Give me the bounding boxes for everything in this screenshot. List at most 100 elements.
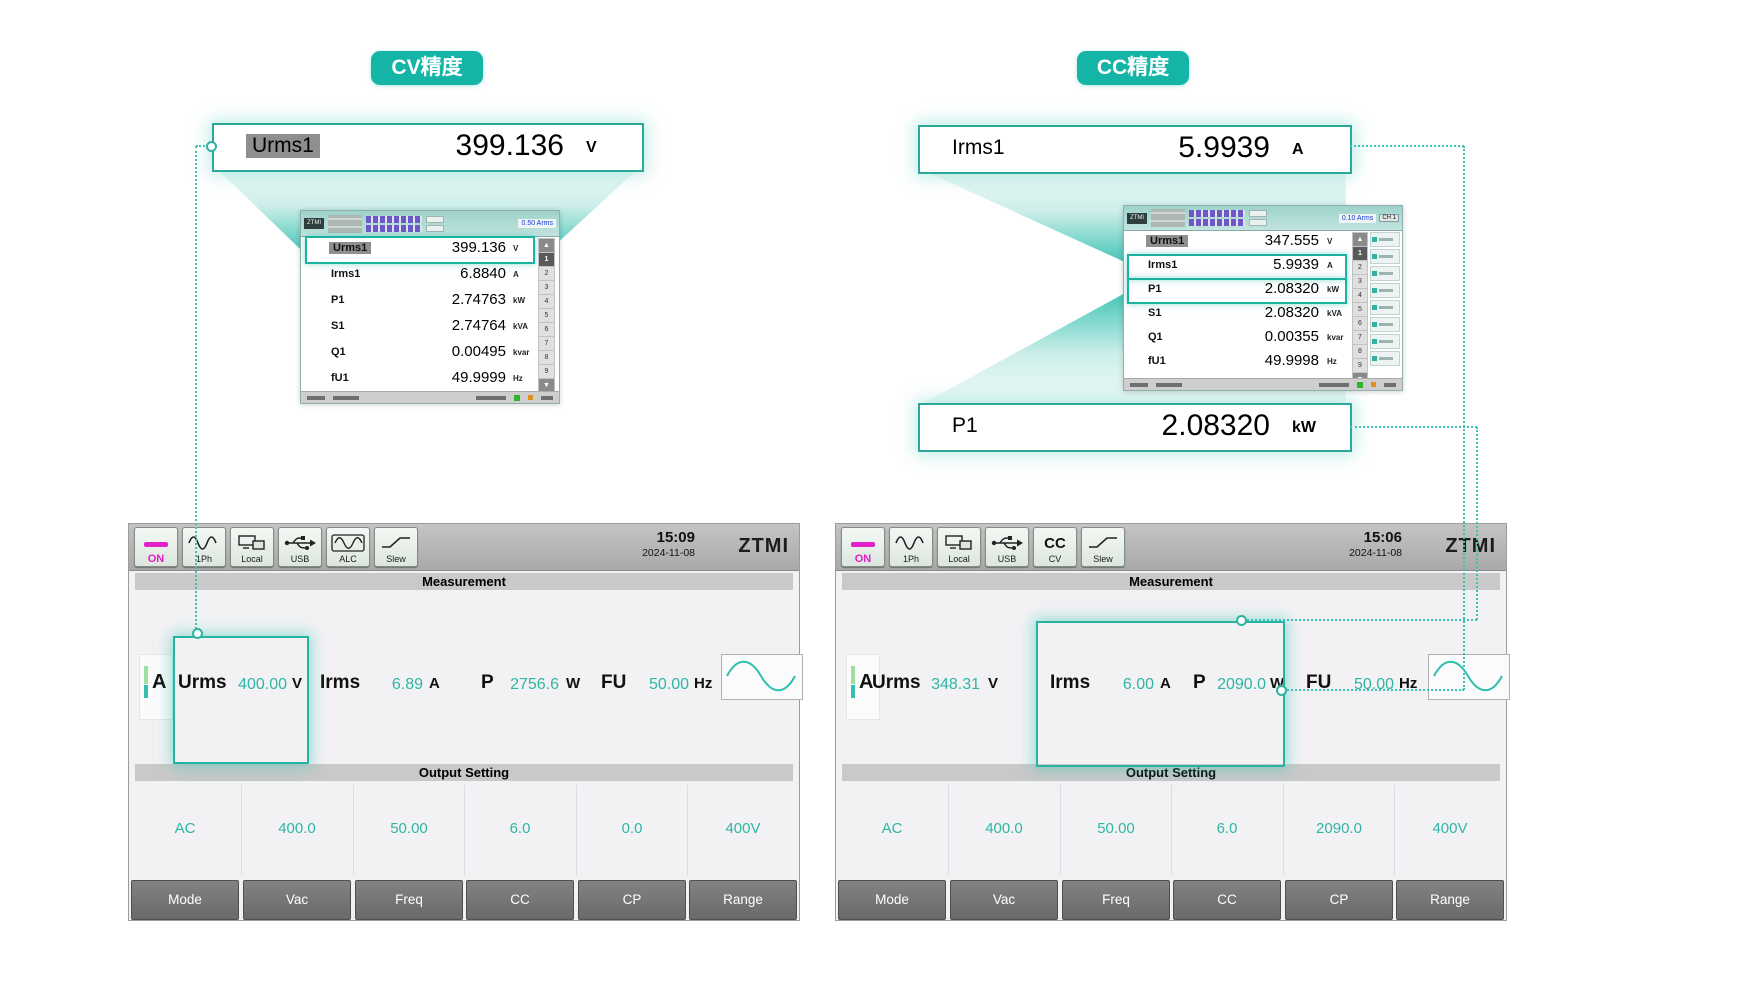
mini-row-unit: V bbox=[513, 244, 519, 253]
phase-label: A bbox=[859, 671, 874, 693]
meas-value: 2756.6 bbox=[510, 676, 559, 693]
output-range-value[interactable]: 400V bbox=[1432, 820, 1468, 837]
highlight-row-outline bbox=[1127, 278, 1347, 304]
page-cell[interactable]: 9 bbox=[538, 365, 555, 379]
page-cell[interactable]: 8 bbox=[538, 351, 555, 365]
scroll-up-cell[interactable]: ▲ bbox=[538, 238, 555, 253]
page-cell[interactable]: 1 bbox=[538, 253, 555, 267]
slew-button[interactable]: Slew bbox=[1081, 527, 1125, 567]
page-cell[interactable]: 3 bbox=[538, 281, 555, 295]
brand-chip: ZTMI bbox=[304, 218, 324, 229]
meas-unit: W bbox=[566, 675, 581, 692]
meas-value: 6.00 bbox=[1122, 676, 1154, 693]
sine-wave-icon bbox=[726, 660, 796, 692]
cc-cv-button[interactable]: CC CV bbox=[1033, 527, 1077, 567]
button-label: Local bbox=[948, 554, 970, 564]
connector-line bbox=[1350, 426, 1477, 428]
output-cp-value[interactable]: 2090.0 bbox=[1316, 820, 1362, 837]
softkey-vac[interactable]: Vac bbox=[243, 880, 351, 920]
output-mode-value[interactable]: AC bbox=[174, 820, 196, 837]
mini-row-unit: kW bbox=[1327, 285, 1339, 294]
mini-row-unit: kW bbox=[513, 296, 525, 305]
phase-indicator-bar bbox=[144, 666, 148, 684]
softkey-cp[interactable]: CP bbox=[1285, 880, 1393, 920]
mini-row-unit: kVA bbox=[1327, 309, 1342, 318]
connector-line bbox=[196, 145, 212, 147]
phase-1ph-button[interactable]: 1Ph bbox=[182, 527, 226, 567]
output-cp-value[interactable]: 0.0 bbox=[621, 820, 643, 837]
button-label: Local bbox=[241, 554, 263, 564]
button-label: 1Ph bbox=[902, 554, 919, 564]
output-cc-value[interactable]: 6.0 bbox=[1216, 820, 1238, 837]
page-cell[interactable]: 5 bbox=[538, 309, 555, 323]
mini-row-label: Irms1 bbox=[1148, 259, 1178, 271]
output-freq-value[interactable]: 50.00 bbox=[1097, 820, 1135, 837]
connector-node bbox=[1236, 615, 1247, 626]
slew-button[interactable]: Slew bbox=[374, 527, 418, 567]
page-cell[interactable]: 7 bbox=[538, 337, 555, 351]
callout-unit: V bbox=[586, 139, 597, 156]
page-cell[interactable]: 5 bbox=[1352, 303, 1368, 317]
header-tab bbox=[328, 214, 362, 233]
softkey-mode[interactable]: Mode bbox=[131, 880, 239, 920]
usb-button[interactable]: USB bbox=[985, 527, 1029, 567]
softkey-cc[interactable]: CC bbox=[1173, 880, 1281, 920]
output-range-value[interactable]: 400V bbox=[725, 820, 761, 837]
meas-unit: A bbox=[1160, 675, 1171, 692]
page-cell[interactable]: 2 bbox=[1352, 261, 1368, 275]
local-button[interactable]: Local bbox=[230, 527, 274, 567]
page-cell[interactable]: 1 bbox=[1352, 247, 1368, 261]
phase-1ph-button[interactable]: 1Ph bbox=[889, 527, 933, 567]
meas-value: 348.31 bbox=[931, 676, 980, 693]
softkey-range[interactable]: Range bbox=[1396, 880, 1504, 920]
output-on-button[interactable]: ON bbox=[134, 527, 178, 567]
scroll-up-cell[interactable]: ▲ bbox=[1352, 232, 1368, 247]
page-cell[interactable]: 3 bbox=[1352, 275, 1368, 289]
on-icon bbox=[144, 542, 168, 547]
output-vac-value[interactable]: 400.0 bbox=[985, 820, 1023, 837]
mini-row-value: 6.8840 bbox=[460, 265, 506, 282]
alc-button[interactable]: ALC bbox=[326, 527, 370, 567]
usb-button[interactable]: USB bbox=[278, 527, 322, 567]
mini-row-label: Irms1 bbox=[331, 268, 361, 280]
softkey-vac[interactable]: Vac bbox=[950, 880, 1058, 920]
callout-value: 2.08320 bbox=[1161, 409, 1270, 442]
header-grid-icon bbox=[1189, 210, 1245, 226]
softkey-freq[interactable]: Freq bbox=[355, 880, 463, 920]
page-cell[interactable]: 8 bbox=[1352, 345, 1368, 359]
page-cell[interactable]: 7 bbox=[1352, 331, 1368, 345]
local-button[interactable]: Local bbox=[937, 527, 981, 567]
output-vac-value[interactable]: 400.0 bbox=[278, 820, 316, 837]
output-on-button[interactable]: ON bbox=[841, 527, 885, 567]
mini-row-label: fU1 bbox=[331, 372, 349, 384]
page-scroll-column[interactable]: ▲ 1 2 3 4 5 6 7 8 9 ▼ bbox=[538, 238, 555, 393]
phase-label: A bbox=[152, 671, 167, 693]
page-cell[interactable]: 9 bbox=[1352, 359, 1368, 373]
output-freq-value[interactable]: 50.00 bbox=[390, 820, 428, 837]
mini-row-irms1: Irms1 5.9939 A bbox=[1124, 254, 1350, 280]
header-cells bbox=[1249, 210, 1267, 226]
mini-row-value: 2.08320 bbox=[1264, 280, 1319, 297]
output-cc-value[interactable]: 6.0 bbox=[509, 820, 531, 837]
mini-row-unit: kvar bbox=[1327, 333, 1344, 342]
page-scroll-column[interactable]: ▲ 1 2 3 4 5 6 7 8 9 ▼ bbox=[1352, 232, 1368, 387]
softkey-cp[interactable]: CP bbox=[578, 880, 686, 920]
softkey-freq[interactable]: Freq bbox=[1062, 880, 1170, 920]
connector-node bbox=[192, 628, 203, 639]
page-cell[interactable]: 6 bbox=[538, 323, 555, 337]
screenshot-header: ZTMI 0.50 Arms bbox=[301, 211, 559, 237]
page-cell[interactable]: 2 bbox=[538, 267, 555, 281]
mini-row-value: 49.9999 bbox=[451, 369, 506, 386]
softkey-cc[interactable]: CC bbox=[466, 880, 574, 920]
output-mode-value[interactable]: AC bbox=[881, 820, 903, 837]
page-cell[interactable]: 4 bbox=[538, 295, 555, 309]
clock: 15:09 2024-11-08 bbox=[642, 528, 695, 560]
page-cell[interactable]: 4 bbox=[1352, 289, 1368, 303]
meas-value: 50.00 bbox=[648, 676, 689, 693]
mini-row-unit: kvar bbox=[513, 348, 530, 357]
softkey-mode[interactable]: Mode bbox=[838, 880, 946, 920]
page-cell[interactable]: 6 bbox=[1352, 317, 1368, 331]
mini-row-fu1: fU1 49.9998 Hz bbox=[1124, 350, 1350, 374]
softkey-range[interactable]: Range bbox=[689, 880, 797, 920]
